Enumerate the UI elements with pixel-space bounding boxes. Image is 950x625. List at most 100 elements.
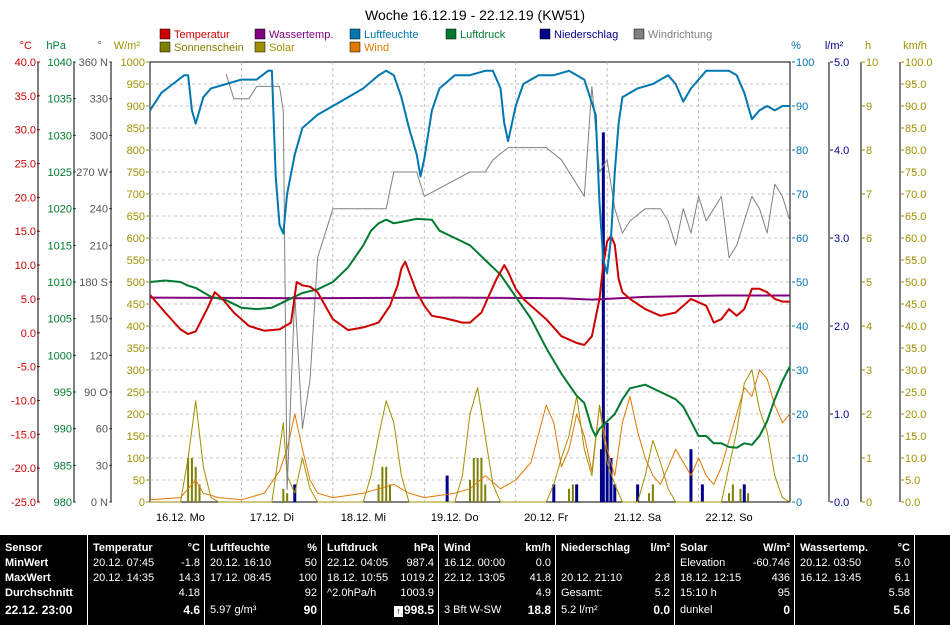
wind-axis-tick: 45.0 [905, 299, 926, 311]
press-avg-value: 1003.9 [400, 587, 434, 599]
press-trend: ^2.0hPa/h [327, 587, 377, 599]
temperature-line [149, 235, 790, 346]
legend-swatch [539, 28, 551, 40]
solar-header: Solar [680, 542, 708, 554]
day-label: 21.12. Sa [614, 512, 662, 524]
rain-axis-tick: 4.0 [834, 145, 849, 157]
sunshine-bar [385, 466, 388, 502]
hum-axis-tick: 100 [796, 57, 814, 69]
solar-duration: 15:10 h [680, 587, 717, 599]
solar-state: dunkel [680, 604, 713, 616]
wind-axis-tick: 15.0 [905, 431, 926, 443]
day-label: 17.12. Di [250, 512, 294, 524]
hum-axis-tick: 20 [796, 409, 808, 421]
sun-axis-tick: 2 [866, 409, 872, 421]
wind-direction-line [225, 74, 791, 491]
sunshine-bar [739, 488, 742, 502]
solar-axis-tick: 250 [127, 387, 145, 399]
dir-axis-tick: 180 S [79, 277, 108, 289]
press-axis-tick: 980 [54, 497, 72, 509]
legend-swatch [159, 28, 171, 40]
rain-bar [613, 484, 617, 502]
rain-bar [700, 484, 704, 502]
sunshine-bar [190, 458, 193, 502]
rain-max-time: 20.12. 21:10 [561, 572, 623, 584]
sunshine-bar [377, 484, 380, 502]
sunshine-bar [480, 458, 483, 502]
dir-axis-tick: 240 [90, 204, 108, 216]
press-min-time: 22.12. 04:05 [327, 557, 389, 569]
dir-axis-tick: 300 [90, 130, 108, 142]
hum-axis-tick: 50 [796, 277, 808, 289]
stats-max-label: MaxWert [5, 572, 51, 584]
hum-axis-tick: 90 [796, 101, 808, 113]
statistics-panel: Sensor MinWert MaxWert Durchschnitt 22.1… [0, 535, 950, 625]
dir-axis-tick: 210 [90, 240, 108, 252]
chart-legend: Temperatur Wassertemp. Luftfeuchte Luftdruc… [159, 28, 712, 54]
temp-axis-tick: -15.0 [11, 429, 36, 441]
press-axis-tick: 1040 [48, 57, 72, 69]
wind-axis-tick: 55.0 [905, 255, 926, 267]
press-max-time: 18.12. 10:55 [327, 572, 389, 584]
sunshine-bar [568, 488, 571, 502]
temp-axis-tick: 25.0 [15, 159, 36, 171]
hum-axis-tick: 60 [796, 233, 808, 245]
press-axis-tick: 985 [54, 460, 72, 472]
hum-axis-tick: 30 [796, 365, 808, 377]
rain-total-label: Gesamt: [561, 587, 603, 599]
sun-axis-tick: 6 [866, 233, 872, 245]
rain-bar [575, 484, 579, 502]
press-axis-tick: 1000 [48, 350, 72, 362]
solar-axis-tick: 400 [127, 321, 145, 333]
solar-axis-unit: W/m² [114, 40, 141, 52]
rain-sum: 5.2 l/m² [561, 604, 598, 616]
stats-hum-column: Luftfeuchte% 20.12. 16:10 50 17.12. 08:45… [205, 535, 322, 625]
water-min-value: 5.0 [894, 557, 910, 569]
stats-now-label: 22.12. 23:00 [5, 603, 73, 617]
solar-axis-tick: 900 [127, 101, 145, 113]
wind-min-value: 0.0 [535, 557, 551, 569]
legend-label: Niederschlag [554, 29, 618, 41]
stats-rain-column: Niederschlag l/m² 20.12. 21:10 2.8 Gesamt:… [556, 535, 675, 625]
wind-axis-tick: 65.0 [905, 211, 926, 223]
sunshine-bar [381, 466, 384, 502]
weather-chart: Woche 16.12.19 - 22.12.19 (KW51) Tempera… [11, 7, 933, 524]
sunshine-bar [286, 493, 289, 502]
rain-bar [552, 484, 556, 502]
temp-header: Temperatur [93, 542, 153, 554]
dir-axis-tick: 150 [90, 314, 108, 326]
solar-axis-tick: 950 [127, 79, 145, 91]
dir-axis-tick: 30 [96, 460, 108, 472]
temp-max-time: 20.12. 14:35 [93, 572, 155, 584]
rain-unit: l/m² [650, 542, 670, 554]
rain-total-value: 5.2 [654, 587, 670, 599]
legend-label: Luftfeuchte [364, 29, 418, 41]
dir-axis-unit: ° [98, 40, 102, 52]
legend-label: Temperatur [174, 29, 230, 41]
temp-axis-unit: °C [20, 40, 32, 52]
stats-avg-label: Durchschnitt [5, 587, 73, 599]
legend-swatch [445, 28, 457, 40]
rain-axis-tick: 5.0 [834, 57, 849, 69]
solar-axis-tick: 50 [133, 475, 145, 487]
wind-axis-tick: 20.0 [905, 409, 926, 421]
wind-axis-tick: 90.0 [905, 101, 926, 113]
legend-label: Luftdruck [460, 29, 506, 41]
rain-bar [599, 449, 603, 502]
solar-axis-tick: 800 [127, 145, 145, 157]
solar-axis-tick: 350 [127, 343, 145, 355]
hum-avg-value: 92 [304, 587, 317, 599]
temp-min-value: -1.8 [181, 557, 200, 569]
solar-max-time: 18.12. 12:15 [680, 572, 742, 584]
legend-label: Wassertemp. [269, 29, 333, 41]
solar-axis-tick: 850 [127, 123, 145, 135]
water-header: Wassertemp. [800, 542, 869, 554]
temp-now-value: 4.6 [183, 603, 200, 617]
rain-axis-tick: 2.0 [834, 321, 849, 333]
stats-solar-column: Solar W/m² Elevation -60.746 18.12. 12:15 4… [675, 535, 795, 625]
dir-axis-tick: 270 W [76, 167, 108, 179]
sunshine-bar [651, 484, 654, 502]
wind-axis-tick: 0.0 [905, 497, 920, 509]
rain-header: Niederschlag [561, 542, 631, 554]
rain-bar [636, 484, 640, 502]
